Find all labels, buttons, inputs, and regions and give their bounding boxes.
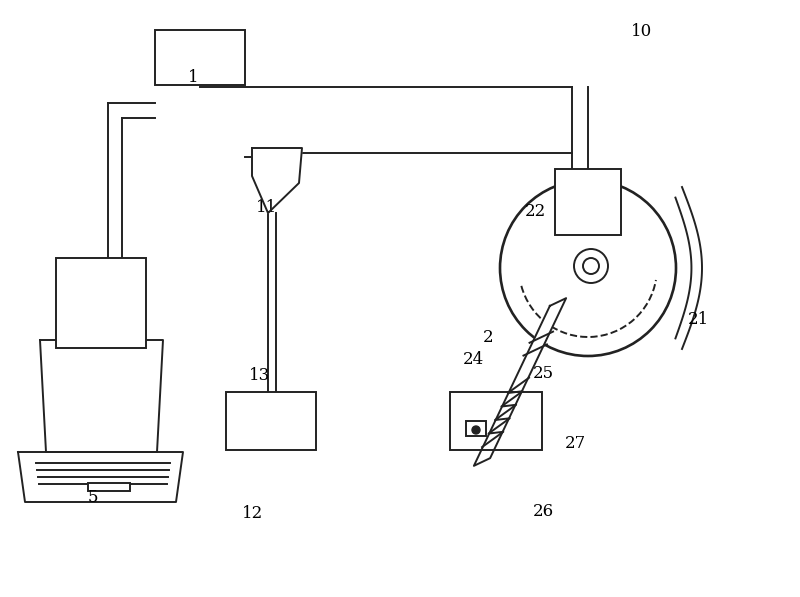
Text: 13: 13 bbox=[250, 367, 270, 383]
Bar bbox=[450, 392, 542, 450]
Text: 27: 27 bbox=[564, 435, 586, 451]
Text: 12: 12 bbox=[242, 504, 264, 522]
Bar bbox=[88, 483, 130, 491]
Text: 24: 24 bbox=[462, 352, 484, 368]
Bar bbox=[226, 392, 316, 450]
Text: 22: 22 bbox=[524, 204, 546, 220]
Bar bbox=[260, 416, 283, 433]
Text: 21: 21 bbox=[687, 312, 709, 328]
Text: 26: 26 bbox=[533, 503, 554, 521]
Text: 11: 11 bbox=[256, 199, 278, 217]
Text: 2: 2 bbox=[482, 330, 494, 346]
Bar bbox=[555, 169, 621, 235]
Polygon shape bbox=[474, 298, 566, 466]
Text: 1: 1 bbox=[188, 69, 198, 87]
Bar bbox=[155, 30, 245, 85]
Text: 10: 10 bbox=[631, 23, 653, 41]
Text: 5: 5 bbox=[88, 490, 98, 506]
Bar bbox=[56, 258, 146, 348]
Polygon shape bbox=[252, 148, 302, 213]
Polygon shape bbox=[18, 452, 183, 502]
Circle shape bbox=[472, 426, 480, 434]
Bar bbox=[466, 421, 486, 436]
Polygon shape bbox=[40, 340, 163, 452]
Text: 25: 25 bbox=[533, 365, 554, 381]
